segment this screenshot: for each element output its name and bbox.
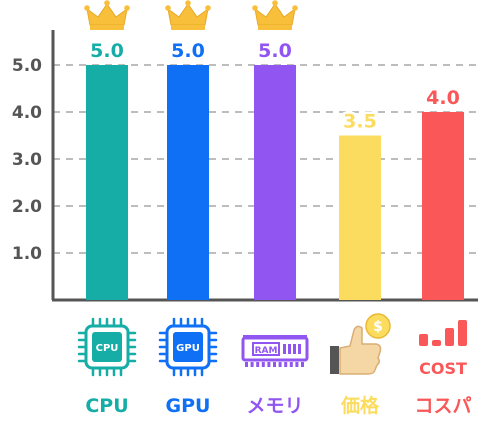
x-tick-label: 価格 <box>340 394 380 417</box>
x-tick-label: CPU <box>85 395 128 417</box>
cost-chart-icon: COST <box>419 320 467 378</box>
ram-label: RAM <box>255 346 278 356</box>
chip-label: CPU <box>96 343 119 354</box>
crown-icon <box>252 0 298 30</box>
y-tick-label: 4.0 <box>12 103 42 123</box>
bar <box>167 65 209 300</box>
x-tick-label: メモリ <box>246 395 303 417</box>
y-tick-label: 2.0 <box>12 197 42 217</box>
y-tick-label: 3.0 <box>12 150 42 170</box>
cost-label: COST <box>419 359 467 378</box>
bar <box>254 65 296 300</box>
y-tick-label: 5.0 <box>12 56 42 76</box>
bar <box>422 112 464 300</box>
crown-icon <box>165 0 211 30</box>
data-label-halo: 3.5 <box>343 111 377 133</box>
gpu-chip-icon: GPU <box>158 317 218 377</box>
data-label-halo: 5.0 <box>258 40 292 62</box>
data-label-halo: 4.0 <box>426 87 460 109</box>
cpu-chip-icon: CPU <box>77 317 137 377</box>
x-tick-label: コスパ <box>414 395 471 417</box>
data-label: 3.5 <box>343 111 377 133</box>
chip-label: GPU <box>176 343 200 354</box>
y-tick-label: 1.0 <box>12 244 42 264</box>
crown-icon <box>84 0 130 30</box>
x-tick-label: GPU <box>166 395 211 417</box>
data-label: 5.0 <box>258 40 292 62</box>
thumbs-up-coin-icon: $ <box>330 313 391 375</box>
coin-symbol: $ <box>373 319 383 335</box>
data-label-halo: 5.0 <box>90 40 124 62</box>
bar <box>339 135 381 300</box>
bar <box>86 65 128 300</box>
data-label-halo: 5.0 <box>171 40 205 62</box>
ram-module-icon: RAM <box>241 335 309 367</box>
data-label: 5.0 <box>90 40 124 62</box>
data-label: 4.0 <box>426 87 460 109</box>
data-label: 5.0 <box>171 40 205 62</box>
